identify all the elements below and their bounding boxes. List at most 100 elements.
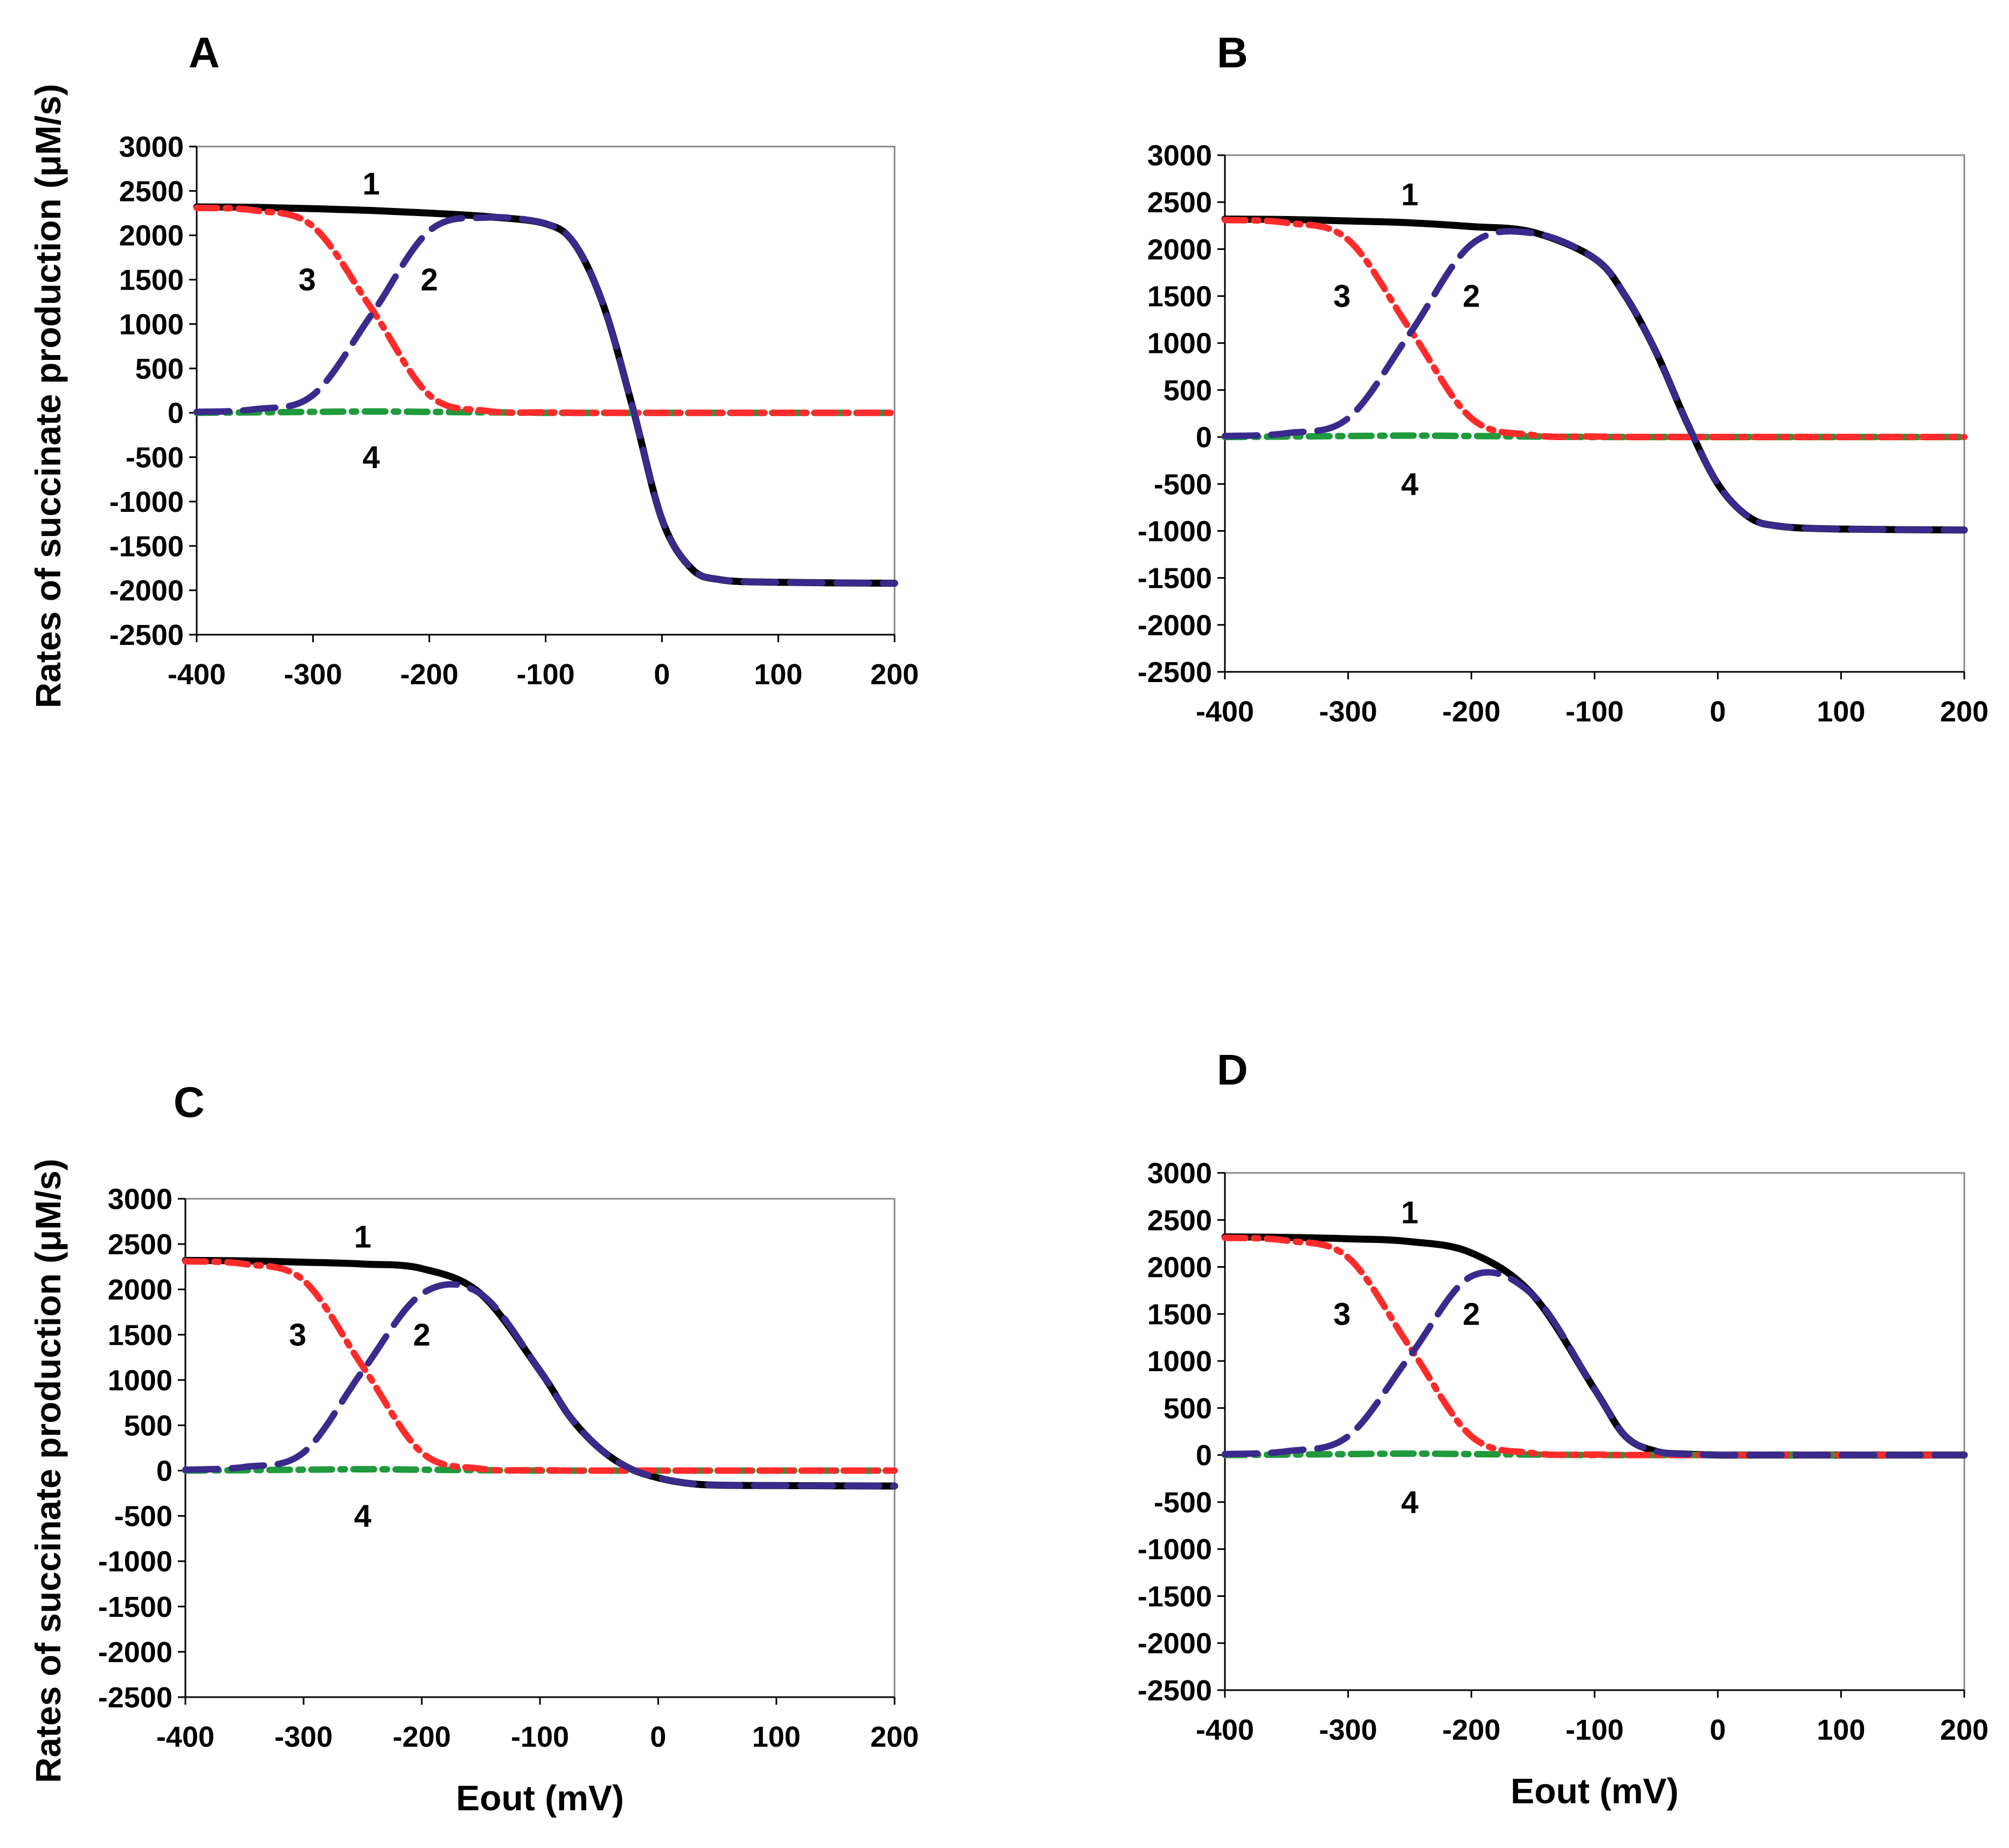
x-tick-label-a: -400 — [168, 658, 226, 691]
y-tick-label-d: 3000 — [1147, 1157, 1212, 1190]
x-tick-label-a: 100 — [754, 658, 802, 691]
x-tick-label-c: 100 — [752, 1721, 801, 1753]
y-tick-label-b: 1000 — [1147, 328, 1212, 360]
series-3-line-a — [193, 204, 898, 416]
y-tick-label-c: 1000 — [108, 1364, 172, 1397]
curve-label-2-b: 2 — [1463, 279, 1480, 314]
y-tick-label-d: -500 — [1154, 1486, 1212, 1519]
y-tick-label-c: -1000 — [98, 1546, 172, 1578]
y-tick-label-d: 1500 — [1147, 1298, 1212, 1331]
y-tick-label-b: 1500 — [1147, 281, 1212, 313]
x-tick-label-d: -100 — [1565, 1714, 1624, 1746]
panel-b: B300025002000150010005000-500-1000-1500-… — [1138, 29, 1989, 728]
y-tick-label-c: 2000 — [108, 1274, 172, 1306]
y-tick-label-d: 0 — [1196, 1440, 1212, 1472]
y-tick-label-a: 3000 — [119, 131, 184, 163]
curve-label-3-d: 3 — [1333, 1297, 1350, 1332]
series-2-line-b — [1222, 228, 1968, 533]
series-3-line-c — [182, 1258, 898, 1474]
y-tick-label-d: -1500 — [1138, 1580, 1212, 1613]
series-2-line-a — [193, 214, 898, 587]
x-tick-label-d: 100 — [1817, 1714, 1865, 1746]
curve-label-2-d: 2 — [1463, 1297, 1480, 1332]
y-tick-label-d: -1000 — [1138, 1533, 1212, 1566]
panel-a: A300025002000150010005000-500-1000-1500-… — [109, 29, 919, 691]
panel-d: D300025002000150010005000-500-1000-1500-… — [1138, 1046, 1989, 1811]
y-tick-label-c: 500 — [124, 1409, 172, 1442]
panel-letter-c: C — [174, 1078, 205, 1126]
y-tick-label-d: 2000 — [1147, 1252, 1212, 1284]
curve-label-3-a: 3 — [299, 262, 316, 297]
x-tick-label-c: -100 — [511, 1721, 569, 1753]
y-tick-label-a: 2000 — [119, 220, 184, 252]
x-tick-label-c: 200 — [870, 1721, 919, 1753]
x-tick-label-a: -100 — [516, 658, 574, 691]
x-tick-label-d: -300 — [1319, 1714, 1377, 1746]
x-tick-label-b: 0 — [1710, 696, 1726, 728]
series-2-line-d — [1222, 1269, 1968, 1458]
y-tick-label-d: -2500 — [1138, 1675, 1212, 1707]
y-tick-label-a: -2000 — [109, 575, 184, 607]
y-tick-label-a: -1000 — [109, 486, 184, 518]
y-tick-label-a: -1500 — [109, 530, 184, 562]
y-tick-label-b: -500 — [1154, 468, 1212, 501]
y-tick-label-c: 1500 — [108, 1319, 172, 1351]
x-tick-label-b: -400 — [1196, 696, 1254, 728]
panels: A300025002000150010005000-500-1000-1500-… — [98, 29, 1989, 1818]
y-tick-label-a: 0 — [168, 397, 184, 429]
x-tick-label-a: -200 — [400, 658, 459, 691]
panel-c: C 3000 2500 2000 1500 1000 500 0 -500 -1000 -1500 -… — [98, 1078, 919, 1818]
y-tick-label-c: -500 — [114, 1500, 172, 1533]
y-tick-label-a: 1000 — [119, 308, 184, 341]
curve-label-1-b: 1 — [1401, 177, 1418, 212]
y-tick-label-a: 500 — [135, 353, 184, 385]
y-tick-label-a: 2500 — [119, 175, 184, 207]
series-3-line-b — [1222, 217, 1968, 441]
y-tick-label-d: 1000 — [1147, 1345, 1212, 1378]
curve-label-4-c: 4 — [354, 1499, 371, 1534]
y-tick-label-b: 2000 — [1147, 233, 1212, 266]
curve-label-3-c: 3 — [289, 1317, 306, 1352]
panel-letter-b: B — [1217, 29, 1248, 77]
y-tick-label-c: -2000 — [98, 1636, 172, 1669]
x-tick-label-b: -200 — [1442, 696, 1500, 728]
y-tick-label-a: 1500 — [119, 264, 184, 296]
y-tick-label-b: -1500 — [1138, 562, 1212, 595]
y-tick-label-c: -1500 — [98, 1591, 172, 1623]
x-tick-label-b: -100 — [1565, 696, 1624, 728]
series-2-line-c — [182, 1281, 898, 1490]
x-tick-label-d: -400 — [1196, 1714, 1254, 1746]
curve-label-4-d: 4 — [1401, 1485, 1418, 1520]
x-tick-label-d: 0 — [1710, 1714, 1726, 1746]
y-tick-label-b: -2000 — [1138, 609, 1212, 642]
y-tick-label-b: 2500 — [1147, 186, 1212, 219]
y-tick-label-a: -2500 — [109, 619, 184, 651]
curve-label-2-c: 2 — [413, 1317, 431, 1352]
y-tick-label-d: 500 — [1163, 1392, 1212, 1425]
x-tick-label-a: 0 — [654, 658, 670, 691]
y-tick-label-c: 3000 — [108, 1183, 172, 1215]
curve-label-1-d: 1 — [1401, 1195, 1418, 1230]
x-tick-label-b: -300 — [1319, 696, 1377, 728]
x-axis-title-d: Eout (mV) — [1511, 1771, 1679, 1811]
x-tick-label-c: 0 — [650, 1721, 666, 1753]
y-axis-title-bottom: Rates of succinate production (μM/s) — [28, 1159, 68, 1783]
y-tick-label-b: 3000 — [1147, 140, 1212, 172]
y-tick-label-c: 2500 — [108, 1228, 172, 1261]
y-tick-label-b: 0 — [1196, 421, 1212, 454]
y-axis-title-top: Rates of succinate production (μM/s) — [28, 84, 68, 708]
curve-label-3-b: 3 — [1333, 279, 1350, 314]
y-tick-label-c: -2500 — [98, 1682, 172, 1714]
x-tick-label-a: -300 — [284, 658, 342, 691]
x-tick-label-c: -400 — [156, 1721, 214, 1753]
y-tick-label-b: 500 — [1163, 374, 1212, 407]
y-tick-label-b: -1000 — [1138, 515, 1212, 547]
y-tick-label-d: 2500 — [1147, 1204, 1212, 1236]
curve-label-1-a: 1 — [363, 166, 380, 202]
panel-letter-d: D — [1217, 1046, 1248, 1094]
panel-letter-a: A — [189, 29, 220, 77]
x-tick-label-a: 200 — [870, 658, 919, 691]
x-tick-label-d: 200 — [1940, 1714, 1989, 1746]
